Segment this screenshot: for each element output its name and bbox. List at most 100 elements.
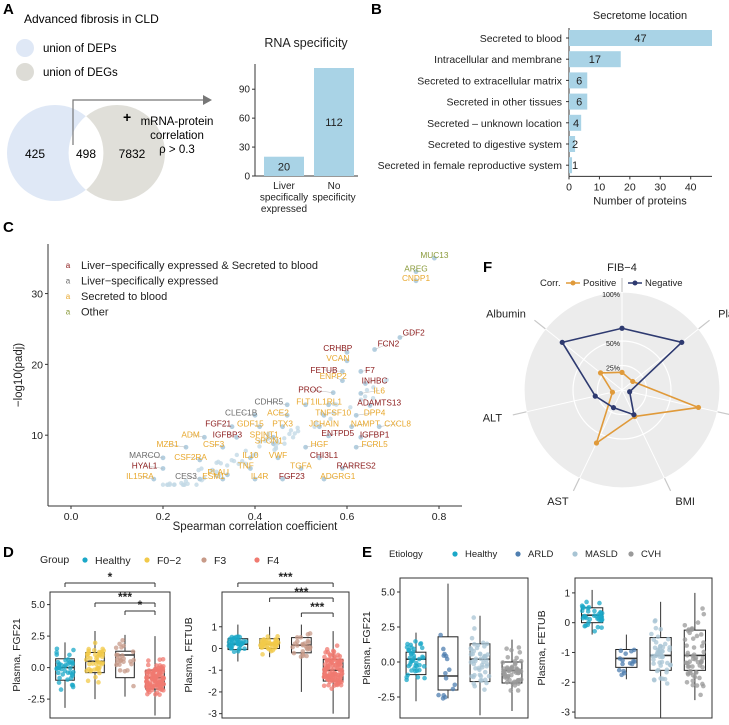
secretome-title: Secretome location [593,10,687,22]
rna-category-label: expressed [261,204,307,215]
volcano-gene-label: CSF3 [203,439,225,449]
boxplot-point [63,658,68,663]
boxplot-point [441,646,446,652]
secretome-bar-value: 6 [576,97,582,109]
radar-positive-point [597,370,604,376]
boxplot-point [701,611,707,617]
boxplot-point [662,676,668,682]
volcano-label-connector [268,401,288,405]
arrow-text-2: correlation [150,130,204,142]
boxplot-point [121,643,126,649]
boxplot-point [145,687,151,693]
volcano-label-connector [218,423,233,427]
volcano-label-connector [218,471,228,476]
volcano-gene-label: IL1RL1 [315,397,342,407]
volcano-point [313,421,319,426]
boxplot-y-tick-label: -2.5 [378,693,396,704]
boxplot-point [651,637,657,642]
volcano-label-connector [190,434,205,438]
panel-label-c: C [3,219,14,236]
volcano-label-connector [319,423,325,427]
boxplot-point [653,653,659,658]
boxplot-point [161,688,166,693]
boxplot-point [486,673,492,679]
boxplot-point [471,661,477,667]
volcano-point [275,455,281,461]
boxplot-point [582,613,587,619]
volcano-gene-label: FGF21 [205,419,231,429]
boxplot-point [698,632,704,637]
boxplot-point [513,670,519,676]
boxplot-point [690,636,696,641]
boxplot-y-tick-label: 0.0 [31,663,45,674]
boxplot-point [665,636,671,642]
volcano-gene-label: MARCO [129,450,160,460]
boxplot-point [654,668,660,674]
boxplot-point [236,646,242,652]
boxplot-y-tick-label: -3 [208,709,217,720]
panel-c: C 0.0 0.2 0.4 0.6 0.8 10 20 30 Spearman correlat… [3,219,462,533]
boxplot-point [307,631,313,636]
boxplot-point [500,660,506,665]
boxplot-point [684,679,690,685]
radar-positive-point [593,440,600,446]
volcano-label-connector [323,369,343,372]
rna-category-label: specificity [312,193,355,204]
rna-y-tick-label: 90 [239,85,251,96]
legend-dep-label: union of DEPs [43,43,117,55]
volcano-gene-label: FGF23 [279,471,305,481]
boxplot-point [158,669,163,675]
volcano-point [220,476,226,482]
volcano-label-connector [360,369,371,372]
volcano-point [194,482,199,487]
boxplot-point [69,659,75,664]
boxplot-point [322,671,327,676]
boxplot-point [476,665,482,671]
volcano-point [240,458,245,464]
boxplot-point [700,606,705,611]
volcano-gene-label: PLAU [207,467,229,477]
boxplot-point [58,687,64,692]
boxplot-point [655,634,661,640]
boxplot-point [62,668,68,674]
volcano-legend-label: Secreted to blood [81,291,167,303]
secretome-bar [569,72,588,89]
boxplot-point [300,651,306,657]
boxplot-point [304,653,309,659]
volcano-point [248,455,253,461]
boxplot-point [275,638,280,644]
legend-label: F4 [267,555,279,567]
boxplot-point [616,667,622,673]
secretome-x-tick-label: 40 [685,181,697,193]
boxplot-point [478,656,484,662]
boxplot-point [417,662,422,668]
boxplot-point [321,683,327,689]
radar-positive-point [619,369,625,375]
boxplot-frame [399,577,529,719]
boxplot-point [441,693,446,698]
volcano-x-tick-label: 0.8 [432,511,447,523]
volcano-point [234,452,240,458]
legend-label: Healthy [95,555,131,567]
boxplot-point [404,674,409,680]
fgf21-etiology-boxplot: -2.5 0.0 2.5 5.0 Plasma, FGF21 [361,577,529,719]
volcano-point [432,255,437,261]
boxplot-point [55,659,61,665]
volcano-point [288,428,294,433]
boxplot-point [115,652,120,658]
volcano-label-connector [328,432,338,437]
boxplot-point [333,675,339,680]
boxplot-point [468,646,474,651]
boxplot-point [60,672,66,677]
volcano-gene-label: ENPP2 [320,371,348,381]
radar-spoke [621,389,718,413]
boxplot-point [586,604,592,610]
significance-stars: *** [310,600,324,614]
volcano-gene-label: FLT1 [296,397,315,407]
radar-axis-label: FIB−4 [607,262,637,274]
volcano-gene-label: INHBC [362,375,388,385]
radar-spoke [579,389,623,479]
boxplot-point [517,668,523,674]
volcano-label-connector [356,443,375,448]
